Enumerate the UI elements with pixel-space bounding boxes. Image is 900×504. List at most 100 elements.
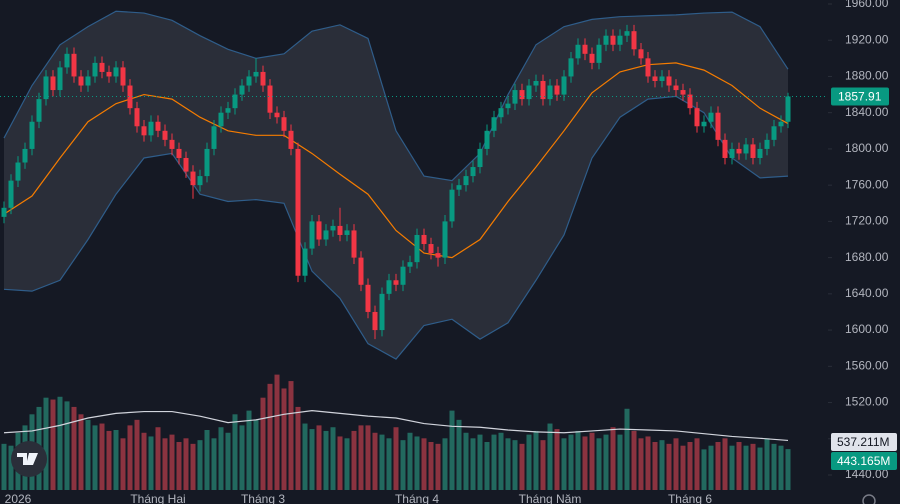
candle-body [687,94,693,109]
candle-body [323,230,329,240]
candle-body [428,244,434,254]
candle-body [750,144,756,158]
volume-last-box [831,452,897,470]
volume-last-label: 443.165M [837,454,890,468]
candle-body [274,112,280,118]
y-tick-label: 1760.00 [845,177,889,191]
candle-body [57,67,63,91]
candle-body [540,80,546,100]
volume-bar [512,440,518,490]
candle-body [645,58,651,77]
candle-body [78,76,84,86]
volume-bar [197,440,203,490]
volume-bar [673,438,679,490]
candle-body [421,234,427,245]
candle-body [743,144,749,154]
volume-bar [687,442,693,490]
volume-bar [316,425,322,490]
candle-body [288,130,294,149]
volume-bar [218,427,224,490]
candle-body [449,189,455,222]
volume-bar [64,401,70,490]
candle-body [330,225,336,231]
volume-bar [666,443,672,490]
candle-body [281,117,287,131]
candle-body [120,67,126,86]
volume-bar [659,440,665,490]
volume-bar [582,436,588,490]
y-tick-label: 1440.00 [845,467,889,481]
volume-bar [442,438,448,490]
volume-bar [477,434,483,490]
candle-body [610,35,616,45]
candle-body [358,257,364,285]
candle-body [673,85,679,91]
candle-body [92,62,98,77]
settings-icon[interactable] [862,494,876,504]
volume-bar [176,442,182,490]
y-tick-label: 1680.00 [845,250,889,264]
candle-body [386,280,392,294]
candle-body [253,71,259,77]
volume-bar [351,430,357,490]
volume-bar [484,442,490,490]
y-tick-label: 1920.00 [845,32,889,46]
volume-ma-line [3,410,789,442]
volume-bar [701,449,707,490]
candle-body [708,112,714,122]
volume-bar [358,425,364,490]
candle-body [463,176,469,186]
volume-bar [239,425,245,490]
candle-body [246,76,252,86]
volume-bar [547,423,553,490]
candle-body [764,139,770,149]
candle-body [757,148,763,158]
volume-bar [750,443,756,490]
volume-bar [288,381,294,490]
candle-body [148,121,154,136]
y-tick-label: 1880.00 [845,69,889,83]
x-tick-label: Tháng Hai [130,492,185,504]
candle-body [260,71,266,86]
volume-bar [302,423,308,490]
candle-body [778,121,784,127]
candle-body [50,76,56,91]
volume-bar [50,399,56,490]
volume-bar [190,443,196,490]
candle-body [127,85,133,109]
volume-bar [540,440,546,490]
volume-bar [141,432,147,490]
candle-body [407,262,413,267]
volume-bar [645,436,651,490]
candle-body [43,76,49,100]
candle-body [169,139,175,149]
volume-bar [414,436,420,490]
last-price-box [831,87,889,106]
logo[interactable] [11,441,47,477]
candle-body [15,162,21,181]
volume-bar [330,427,336,490]
y-tick-label: 1520.00 [845,395,889,409]
x-tick-label: Tháng 4 [395,492,439,504]
candle-body [435,253,441,258]
candle-body [603,35,609,45]
candle-body [582,44,588,54]
candle-body [225,108,231,113]
volume-bar [386,438,392,490]
logo-mark [17,453,38,465]
band-fill [4,11,788,360]
candle-body [498,108,504,118]
candle-body [29,121,35,149]
y-tick-label: 1960.00 [845,0,889,10]
candle-body [372,311,378,331]
candle-body [365,284,371,312]
volume-bar [344,438,350,490]
candle-body [456,185,462,190]
volume-bar [421,438,427,490]
volume-bar [99,423,105,490]
candle-body [22,148,28,163]
band-middle [3,62,789,259]
volume-bar [246,410,252,490]
volume-bar [169,434,175,490]
